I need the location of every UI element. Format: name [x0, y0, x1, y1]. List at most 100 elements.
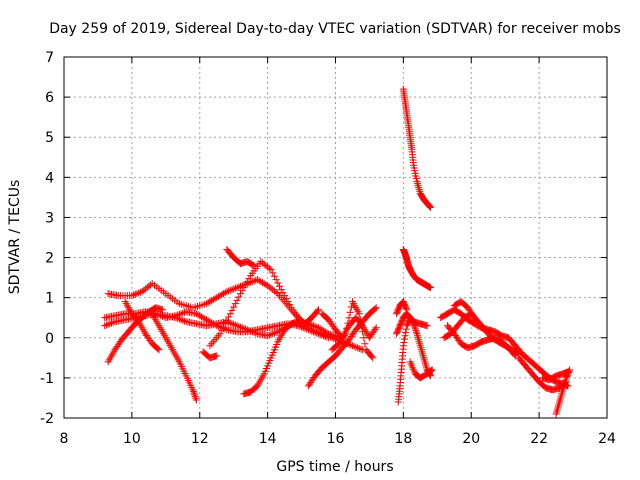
- data-point: [242, 325, 250, 333]
- data-point: [272, 276, 280, 284]
- series-s16: [393, 298, 411, 318]
- data-point: [316, 329, 324, 337]
- data-point: [192, 396, 200, 404]
- data-point: [357, 345, 365, 353]
- data-point: [230, 285, 238, 293]
- data-point: [371, 325, 379, 333]
- series-s23: [450, 298, 485, 330]
- y-tick-label: 0: [45, 331, 54, 347]
- data-point: [318, 330, 326, 338]
- data-point: [236, 290, 244, 298]
- data-point: [218, 326, 226, 334]
- data-point: [231, 321, 239, 329]
- data-point: [233, 284, 241, 292]
- data-point: [313, 328, 321, 336]
- y-tick-label: 6: [45, 90, 54, 106]
- data-point: [427, 284, 435, 292]
- data-point: [245, 326, 253, 334]
- data-point: [250, 328, 258, 336]
- data-point: [109, 318, 117, 326]
- data-point: [361, 340, 369, 348]
- data-point: [190, 388, 198, 396]
- data-point: [177, 310, 185, 318]
- series-s22: [443, 322, 519, 360]
- series-s13: [328, 298, 377, 362]
- data-point: [477, 322, 485, 330]
- data-point: [277, 286, 285, 294]
- series-s17: [399, 85, 435, 211]
- data-point: [412, 326, 420, 334]
- x-tick-label: 16: [327, 431, 345, 447]
- data-point: [425, 202, 433, 210]
- series-s19: [406, 358, 436, 382]
- series-s10: [240, 306, 323, 398]
- series-s15: [393, 310, 431, 338]
- data-point: [235, 283, 243, 291]
- data-point: [423, 322, 431, 330]
- data-point: [233, 322, 241, 330]
- data-point: [213, 352, 221, 360]
- series-s5: [148, 310, 200, 404]
- data-point: [270, 272, 278, 280]
- data-point: [235, 322, 243, 330]
- data-point: [345, 314, 353, 322]
- series-s8: [223, 246, 258, 270]
- data-point: [247, 327, 255, 335]
- data-point: [190, 389, 198, 397]
- data-point: [226, 286, 234, 294]
- data-point: [276, 282, 284, 290]
- data-point: [286, 301, 294, 309]
- data-point: [252, 329, 260, 337]
- data-point: [323, 332, 331, 340]
- data-point: [106, 320, 114, 328]
- data-point: [402, 325, 410, 333]
- data-point: [330, 334, 338, 342]
- data-point: [264, 332, 272, 340]
- data-point: [315, 328, 323, 336]
- data-point: [240, 284, 248, 292]
- data-point: [427, 203, 435, 211]
- x-tick-label: 10: [123, 431, 141, 447]
- data-point: [220, 323, 228, 331]
- data-point: [359, 328, 367, 336]
- data-points: [101, 85, 574, 418]
- data-point: [154, 345, 162, 353]
- data-point: [247, 278, 255, 286]
- y-tick-label: -2: [40, 411, 54, 427]
- data-point: [358, 322, 366, 330]
- data-point: [346, 308, 354, 316]
- data-point: [399, 342, 407, 350]
- data-point: [403, 306, 411, 314]
- data-point: [400, 338, 408, 346]
- data-point: [221, 289, 229, 297]
- data-point: [191, 391, 199, 399]
- data-point: [412, 328, 420, 336]
- series-s9: [199, 348, 221, 362]
- data-point: [250, 262, 258, 270]
- data-point: [177, 316, 185, 324]
- data-point: [309, 326, 317, 334]
- data-point: [172, 314, 180, 322]
- y-tick-label: 1: [45, 291, 54, 307]
- data-point: [401, 332, 409, 340]
- data-point: [221, 320, 229, 328]
- data-point: [174, 314, 182, 322]
- data-point: [311, 327, 319, 335]
- data-point: [158, 306, 166, 314]
- data-point: [179, 316, 187, 324]
- y-tick-label: 2: [45, 251, 54, 267]
- data-point: [348, 342, 356, 350]
- data-point: [269, 330, 277, 338]
- data-point: [235, 293, 243, 301]
- data-point: [355, 310, 363, 318]
- data-point: [131, 290, 139, 298]
- data-point: [216, 330, 224, 338]
- data-point: [265, 264, 273, 272]
- data-point: [354, 344, 362, 352]
- data-point: [269, 269, 277, 277]
- data-point: [248, 328, 256, 336]
- data-point: [320, 330, 328, 338]
- data-point: [325, 332, 333, 340]
- data-point: [133, 290, 141, 298]
- data-point: [180, 317, 188, 325]
